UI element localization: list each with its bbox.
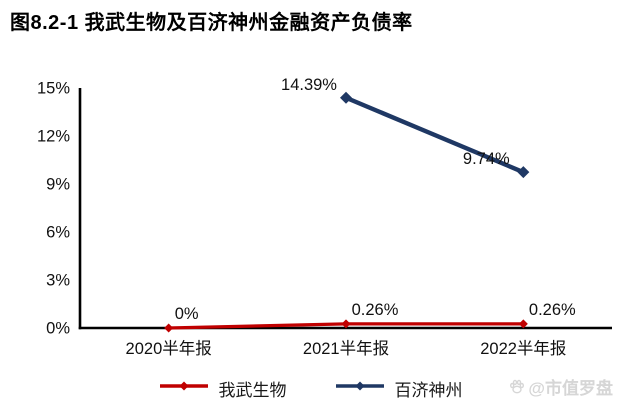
svg-text:15%: 15% — [37, 80, 70, 98]
svg-text:2020半年报: 2020半年报 — [126, 339, 212, 358]
svg-text:0%: 0% — [175, 305, 199, 323]
red-line-marker-icon — [159, 379, 209, 398]
chart-canvas: 0% 3% 6% 9% 12% 15% 2020半年报 2021半年报 2022半年报 0% 0.2… — [37, 76, 612, 358]
svg-text:3%: 3% — [46, 272, 70, 290]
svg-text:9.74%: 9.74% — [463, 150, 510, 168]
svg-text:6%: 6% — [46, 224, 70, 242]
chart-plot-area: 0% 3% 6% 9% 12% 15% 2020半年报 2021半年报 2022半年报 0% 0.2… — [0, 70, 621, 370]
svg-text:14.39%: 14.39% — [281, 76, 337, 94]
svg-text:9%: 9% — [46, 176, 70, 194]
watermark-text: @市值罗盘 — [528, 379, 613, 398]
legend-label-beigene: 百济神州 — [394, 381, 463, 400]
chart-legend: 我武生物 百济神州 — [0, 376, 621, 401]
chart-title: 图8.2-1 我武生物及百济神州金融资产负债率 — [10, 12, 413, 34]
svg-text:12%: 12% — [37, 128, 70, 146]
legend-item-beigene: 百济神州 — [335, 376, 463, 401]
svg-text:0%: 0% — [46, 320, 70, 338]
svg-text:2021半年报: 2021半年报 — [303, 339, 389, 358]
legend-label-wewu: 我武生物 — [218, 381, 287, 400]
navy-line-marker-icon — [335, 379, 385, 398]
svg-text:0.26%: 0.26% — [529, 301, 576, 319]
watermark: @市值罗盘 — [509, 374, 613, 399]
legend-item-wewu: 我武生物 — [159, 376, 287, 401]
svg-text:0.26%: 0.26% — [352, 301, 399, 319]
svg-text:2022半年报: 2022半年报 — [480, 339, 566, 358]
baidu-paw-icon — [510, 379, 525, 393]
